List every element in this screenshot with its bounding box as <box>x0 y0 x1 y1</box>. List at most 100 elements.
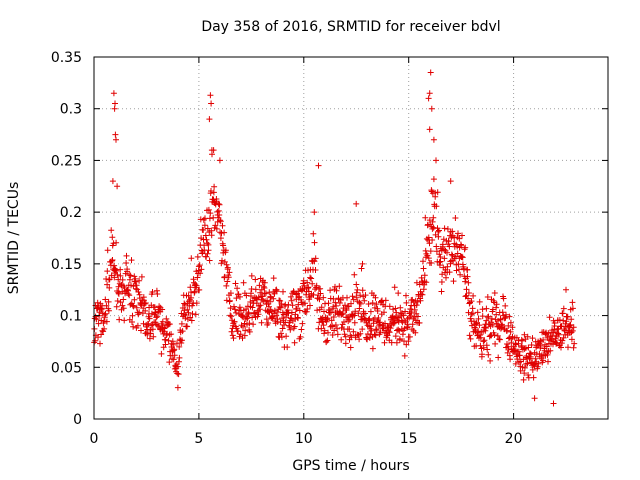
data-point <box>210 214 217 221</box>
data-point <box>403 341 410 348</box>
data-point <box>119 276 126 283</box>
data-point <box>291 339 298 346</box>
data-point <box>493 301 500 308</box>
data-point <box>305 284 312 291</box>
data-point <box>569 305 576 312</box>
data-point <box>404 323 411 330</box>
chart-title: Day 358 of 2016, SRMTID for receiver bdv… <box>201 19 500 35</box>
data-point <box>570 344 577 351</box>
data-point <box>260 283 267 290</box>
data-point <box>491 332 498 338</box>
data-point <box>499 322 506 329</box>
data-point <box>188 255 195 262</box>
data-point <box>353 281 360 288</box>
data-point <box>248 290 254 297</box>
data-point <box>302 300 308 307</box>
data-point <box>279 315 286 322</box>
data-point <box>428 260 435 266</box>
data-point <box>204 225 211 232</box>
data-point <box>444 226 451 232</box>
data-point <box>147 330 154 337</box>
data-point <box>427 248 434 255</box>
data-point <box>350 328 357 335</box>
data-point <box>450 278 457 285</box>
data-point <box>423 279 430 286</box>
data-point <box>504 327 510 334</box>
data-point <box>373 327 380 334</box>
data-point <box>174 370 181 377</box>
x-tick-label: 0 <box>90 431 99 447</box>
data-point <box>462 278 469 285</box>
data-point <box>334 331 341 338</box>
data-point <box>181 307 188 314</box>
data-point <box>206 257 213 264</box>
data-point <box>530 374 537 381</box>
data-point <box>286 324 293 330</box>
data-point <box>433 203 440 210</box>
data-point <box>569 299 576 306</box>
data-point <box>115 289 122 296</box>
data-point <box>392 333 399 340</box>
data-point <box>553 339 560 346</box>
data-point <box>369 300 376 306</box>
data-point <box>119 302 126 309</box>
data-point <box>230 335 237 342</box>
data-point <box>484 294 491 300</box>
data-point <box>370 320 377 327</box>
data-point <box>321 327 328 334</box>
data-point <box>112 131 119 138</box>
data-point <box>315 162 322 169</box>
y-tick-label: 0.1 <box>60 309 82 325</box>
data-point <box>130 323 137 330</box>
data-point <box>342 333 349 340</box>
data-point <box>381 309 387 316</box>
data-point <box>228 313 235 320</box>
data-point <box>545 358 551 365</box>
data-point <box>562 323 569 330</box>
data-point <box>433 243 440 250</box>
data-point <box>568 336 575 343</box>
data-point <box>476 298 483 305</box>
data-point <box>425 95 432 102</box>
data-point <box>211 183 218 190</box>
data-point <box>433 157 439 164</box>
data-point <box>149 326 156 333</box>
data-point <box>316 296 323 303</box>
data-point <box>446 269 453 276</box>
data-point <box>133 304 140 311</box>
data-point <box>330 303 337 310</box>
data-point <box>366 334 373 341</box>
data-point <box>372 326 379 333</box>
data-point <box>273 288 280 295</box>
data-point <box>345 314 352 320</box>
data-point <box>142 300 149 306</box>
data-point <box>452 215 459 221</box>
data-point <box>126 292 133 299</box>
data-point <box>560 334 567 341</box>
data-point <box>232 280 239 287</box>
data-point <box>196 286 203 293</box>
data-point <box>436 251 443 258</box>
data-point <box>233 295 240 302</box>
data-point <box>511 346 518 353</box>
data-point <box>412 329 419 336</box>
y-tick-label: 0.35 <box>51 50 82 66</box>
data-point <box>429 237 436 243</box>
data-point <box>314 307 321 314</box>
data-point <box>289 302 296 309</box>
data-point <box>135 289 142 295</box>
data-point <box>416 319 423 326</box>
data-point <box>465 279 472 286</box>
data-point <box>489 321 496 328</box>
data-point <box>129 312 136 319</box>
data-point <box>418 291 425 298</box>
data-point <box>375 315 382 321</box>
data-point <box>372 294 379 301</box>
data-point <box>341 319 347 325</box>
data-point <box>470 292 477 299</box>
data-point <box>205 247 212 254</box>
data-point <box>284 307 291 314</box>
data-point <box>225 274 232 281</box>
data-point <box>514 356 521 363</box>
